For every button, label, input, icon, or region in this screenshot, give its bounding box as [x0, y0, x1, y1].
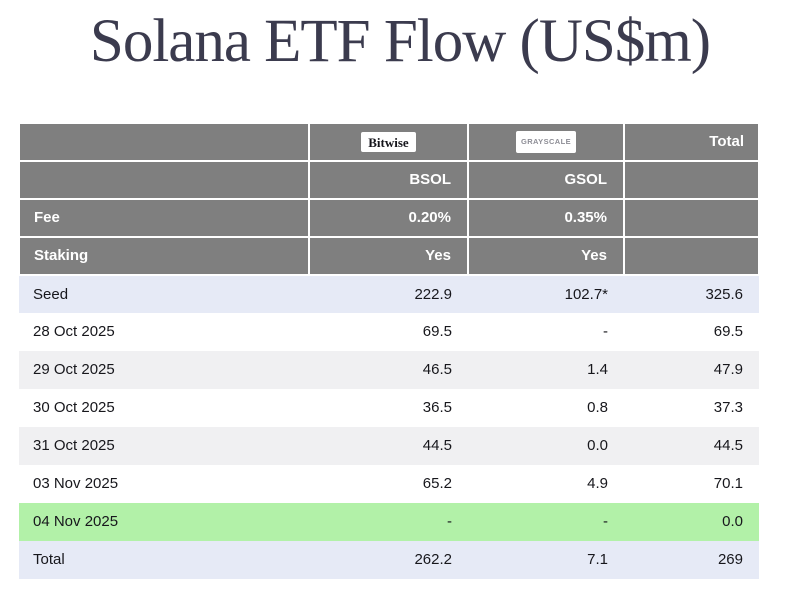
bsol-value-cell: 222.9 — [309, 274, 468, 313]
bsol-value-cell: 65.2 — [309, 464, 468, 503]
issuer-logo-row: Bitwise GRAYSCALE Total — [18, 121, 760, 162]
total-value-cell: 269 — [624, 540, 759, 579]
ticker-row: BSOL GSOL — [18, 159, 760, 200]
bitwise-logo: Bitwise — [361, 131, 416, 152]
fee-label-cell: Fee — [18, 197, 310, 238]
staking-label-cell: Staking — [18, 235, 310, 276]
empty-cell — [623, 197, 760, 238]
empty-cell — [623, 235, 760, 276]
total-value-cell: 44.5 — [624, 426, 759, 465]
bsol-value-cell: - — [309, 502, 468, 541]
table-row: 29 Oct 2025 46.5 1.4 47.9 — [19, 350, 759, 389]
row-label-cell: 04 Nov 2025 — [19, 502, 309, 541]
gsol-value-cell: 7.1 — [468, 540, 624, 579]
gsol-value-cell: 102.7* — [468, 274, 624, 313]
grayscale-logo: GRAYSCALE — [516, 131, 576, 153]
total-value-cell: 47.9 — [624, 350, 759, 389]
row-label-cell: 28 Oct 2025 — [19, 312, 309, 351]
row-label-cell: 29 Oct 2025 — [19, 350, 309, 389]
table-row: 31 Oct 2025 44.5 0.0 44.5 — [19, 426, 759, 465]
solana-etf-flow-table: Bitwise GRAYSCALE Total BSOL GSOL Fee 0.… — [18, 121, 760, 579]
total-header-cell: Total — [623, 121, 760, 162]
gsol-value-cell: 4.9 — [468, 464, 624, 503]
total-value-cell: 325.6 — [624, 274, 759, 313]
fee-row: Fee 0.20% 0.35% — [18, 197, 760, 238]
table-row: Seed 222.9 102.7* 325.6 — [19, 274, 759, 313]
row-label-cell: Total — [19, 540, 309, 579]
total-value-cell: 69.5 — [624, 312, 759, 351]
table-row: 03 Nov 2025 65.2 4.9 70.1 — [19, 464, 759, 503]
grayscale-logo-cell: GRAYSCALE — [467, 121, 625, 162]
gsol-value-cell: - — [468, 502, 624, 541]
bsol-staking-cell: Yes — [308, 235, 469, 276]
row-label-cell: 03 Nov 2025 — [19, 464, 309, 503]
row-label-cell: 30 Oct 2025 — [19, 388, 309, 427]
gsol-staking-cell: Yes — [467, 235, 625, 276]
table-row: 04 Nov 2025- -0.0 — [19, 502, 759, 541]
gsol-value-cell: 0.0 — [468, 426, 624, 465]
bsol-value-cell: 36.5 — [309, 388, 468, 427]
gsol-value-cell: 1.4 — [468, 350, 624, 389]
bsol-value-cell: 262.2 — [309, 540, 468, 579]
bsol-value-cell: 44.5 — [309, 426, 468, 465]
bsol-ticker-cell: BSOL — [308, 159, 469, 200]
page-title: Solana ETF Flow (US$m) — [89, 8, 711, 75]
total-value-cell: 37.3 — [624, 388, 759, 427]
empty-cell — [18, 159, 310, 200]
staking-row: Staking Yes Yes — [18, 235, 760, 276]
bitwise-logo-cell: Bitwise — [308, 121, 469, 162]
gsol-ticker-cell: GSOL — [467, 159, 625, 200]
table-row: 30 Oct 2025 36.5 0.8 37.3 — [19, 388, 759, 427]
gsol-value-cell: 0.8 — [468, 388, 624, 427]
gsol-fee-cell: 0.35% — [467, 197, 625, 238]
bsol-fee-cell: 0.20% — [308, 197, 469, 238]
bsol-value-cell: 46.5 — [309, 350, 468, 389]
table-row: Total 262.2 7.1 269 — [19, 540, 759, 579]
table-row: 28 Oct 2025 69.5-69.5 — [19, 312, 759, 351]
row-label-cell: 31 Oct 2025 — [19, 426, 309, 465]
row-label-cell: Seed — [19, 274, 309, 313]
empty-corner-cell — [18, 121, 310, 162]
flow-table-container: Bitwise GRAYSCALE Total BSOL GSOL Fee 0.… — [18, 121, 782, 579]
empty-cell — [623, 159, 760, 200]
total-value-cell: 70.1 — [624, 464, 759, 503]
total-value-cell: 0.0 — [624, 502, 759, 541]
bsol-value-cell: 69.5 — [309, 312, 468, 351]
gsol-value-cell: - — [468, 312, 624, 351]
